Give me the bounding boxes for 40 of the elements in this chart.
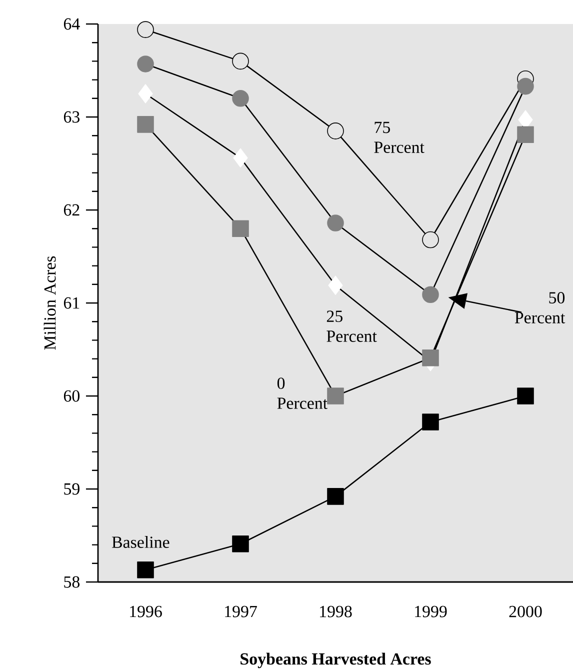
point bbox=[327, 488, 344, 505]
y-tick-label: 58 bbox=[64, 576, 80, 588]
point bbox=[232, 535, 249, 552]
x-tick-label: 2000 bbox=[509, 606, 542, 618]
y-tick-label: 59 bbox=[64, 483, 80, 495]
point bbox=[138, 84, 153, 104]
y-tick-label: 64 bbox=[64, 18, 80, 30]
series-label: Baseline bbox=[112, 536, 170, 548]
point bbox=[232, 52, 249, 70]
x-tick-label: 1998 bbox=[320, 606, 352, 618]
point bbox=[327, 214, 344, 232]
point bbox=[232, 90, 249, 107]
point bbox=[517, 78, 534, 95]
y-tick-label: 60 bbox=[64, 390, 80, 402]
point bbox=[137, 562, 154, 578]
x-tick-label: 1997 bbox=[225, 606, 257, 618]
point bbox=[137, 116, 154, 133]
x-tick-label: 1999 bbox=[415, 606, 447, 618]
point bbox=[517, 388, 534, 404]
y-tick-label: 63 bbox=[64, 111, 80, 123]
point bbox=[517, 126, 534, 144]
point bbox=[328, 276, 343, 295]
series-label: 75 Percent bbox=[374, 122, 424, 154]
point bbox=[232, 220, 249, 237]
x-axis-title: Soybeans Harvested Acres bbox=[240, 652, 431, 668]
y-tick-label: 61 bbox=[64, 297, 80, 309]
point bbox=[422, 286, 439, 304]
y-tick-label: 62 bbox=[64, 204, 80, 216]
point bbox=[137, 56, 154, 72]
point bbox=[327, 388, 344, 404]
series-label: 25 Percent bbox=[326, 310, 377, 342]
point bbox=[327, 122, 344, 140]
point bbox=[422, 231, 439, 248]
point bbox=[137, 21, 154, 38]
series-label: 0 Percent bbox=[277, 378, 328, 409]
point bbox=[233, 148, 248, 168]
legend-label: 50 Percent bbox=[514, 292, 566, 324]
y-axis-title: Million Acres bbox=[44, 256, 56, 350]
x-tick-label: 1996 bbox=[130, 606, 162, 618]
point bbox=[422, 414, 439, 430]
